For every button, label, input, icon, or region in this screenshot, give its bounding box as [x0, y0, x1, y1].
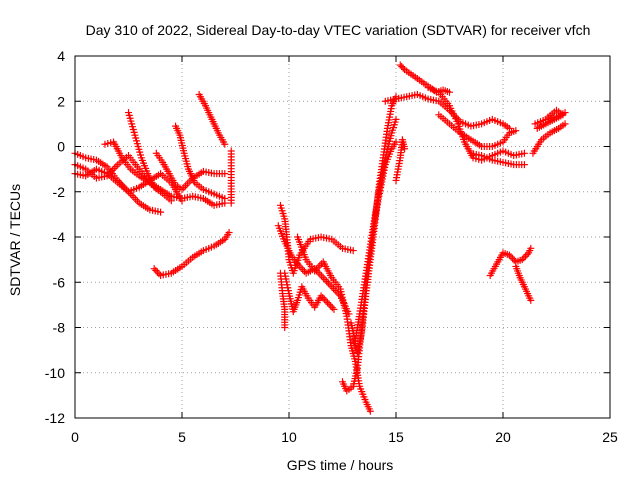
data-point	[155, 270, 163, 278]
chart-title: Day 310 of 2022, Sidereal Day-to-day VTE…	[86, 22, 591, 38]
data-point	[324, 299, 332, 307]
data-point	[520, 149, 528, 157]
data-point	[324, 279, 332, 287]
data-point	[509, 254, 517, 262]
series-arc27	[533, 106, 567, 132]
series-arc5	[125, 109, 165, 196]
data-point	[322, 297, 330, 305]
data-point	[401, 145, 409, 153]
data-point	[323, 277, 331, 285]
data-point	[544, 113, 552, 121]
x-tick-label: 0	[71, 429, 79, 445]
series-arc22	[435, 111, 520, 150]
y-tick-label: 4	[57, 48, 65, 64]
data-point	[316, 262, 324, 270]
data-point	[320, 295, 328, 303]
series-arc21	[381, 90, 513, 132]
data-point	[319, 294, 327, 302]
data-point	[330, 305, 338, 313]
y-tick-label: 2	[57, 93, 65, 109]
data-point	[349, 247, 357, 255]
x-tick-label: 5	[178, 429, 186, 445]
data-point	[300, 267, 308, 275]
series-arc29	[512, 262, 535, 304]
data-point	[510, 256, 518, 264]
data-point	[325, 300, 333, 308]
data-point	[328, 304, 336, 312]
series-arc19	[392, 136, 409, 184]
x-tick-label: 25	[602, 429, 618, 445]
y-tick-label: -10	[45, 365, 65, 381]
data-point	[157, 208, 165, 216]
y-tick-label: -6	[53, 274, 66, 290]
data-point	[512, 127, 520, 135]
axis-ticks: 0 5 10 15 20 25 -12 -10 -8 -6 -4 -2 0 2 4	[45, 48, 618, 445]
data-point	[227, 199, 235, 207]
data-point	[527, 296, 535, 304]
series-arc18	[349, 93, 400, 356]
data-point	[392, 115, 400, 123]
data-point	[521, 252, 529, 260]
series-arc14	[276, 269, 289, 331]
data-point	[523, 251, 531, 259]
x-tick-label: 15	[388, 429, 404, 445]
series-arc10	[227, 147, 235, 207]
data-point	[317, 292, 325, 300]
series-arc24	[467, 149, 528, 169]
data-point	[152, 266, 160, 274]
series-arc7	[172, 122, 229, 203]
data-point	[157, 188, 165, 196]
data-point	[446, 88, 453, 96]
data-point	[330, 285, 338, 293]
data-point	[221, 140, 229, 148]
data-point	[153, 268, 161, 276]
y-tick-label: -2	[53, 184, 66, 200]
data-point	[281, 324, 289, 331]
series-arc25	[529, 120, 569, 157]
series-arc9	[150, 228, 233, 279]
data-point	[399, 64, 407, 72]
y-axis-label: SDTVAR / TECUs	[7, 184, 23, 296]
data-point	[150, 265, 158, 273]
data-point	[221, 195, 229, 203]
series-arc8	[195, 90, 229, 148]
data-point	[507, 253, 515, 261]
y-tick-label: -12	[45, 410, 65, 426]
data-point	[520, 161, 528, 169]
data-point	[527, 244, 535, 252]
grid	[75, 56, 610, 418]
data-point	[331, 286, 339, 294]
series-arc20	[396, 61, 453, 96]
data-point	[505, 251, 513, 259]
data-point	[392, 138, 400, 146]
series-arc13	[281, 269, 338, 316]
data-point	[225, 228, 233, 236]
y-tick-label: -4	[53, 229, 66, 245]
x-tick-label: 10	[281, 429, 297, 445]
data-point	[318, 272, 326, 280]
data-point	[561, 120, 569, 128]
data-points	[71, 61, 569, 415]
y-tick-label: 0	[57, 139, 65, 155]
data-point	[327, 302, 335, 310]
data-point	[319, 274, 327, 282]
y-tick-label: -8	[53, 320, 66, 336]
data-point	[520, 254, 528, 262]
data-point	[221, 170, 229, 178]
series-arc28	[486, 244, 535, 279]
x-axis-label: GPS time / hours	[287, 457, 394, 473]
data-point	[518, 256, 526, 264]
data-point	[366, 407, 374, 415]
series-arc23	[424, 84, 528, 164]
data-point	[316, 270, 324, 278]
x-tick-label: 20	[495, 429, 511, 445]
